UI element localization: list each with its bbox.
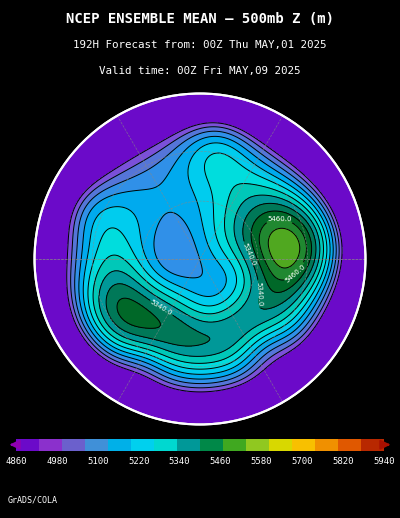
Bar — [39, 439, 62, 451]
Text: Valid time: 00Z Fri MAY,09 2025: Valid time: 00Z Fri MAY,09 2025 — [99, 66, 301, 76]
Text: 5460.0: 5460.0 — [267, 216, 292, 222]
Text: 5820: 5820 — [332, 457, 354, 466]
Text: 5340.0: 5340.0 — [242, 242, 257, 267]
Text: 5340: 5340 — [169, 457, 190, 466]
Bar — [246, 439, 269, 451]
Text: 5460: 5460 — [210, 457, 231, 466]
Text: 5940: 5940 — [373, 457, 395, 466]
Bar — [200, 439, 223, 451]
Bar — [16, 439, 39, 451]
Bar — [131, 439, 154, 451]
Bar — [154, 439, 177, 451]
Text: 5460.0: 5460.0 — [284, 263, 307, 284]
Text: 5220: 5220 — [128, 457, 150, 466]
Text: 192H Forecast from: 00Z Thu MAY,01 2025: 192H Forecast from: 00Z Thu MAY,01 2025 — [73, 40, 327, 50]
Text: 5700: 5700 — [292, 457, 313, 466]
Text: 4860: 4860 — [5, 457, 27, 466]
Bar — [338, 439, 361, 451]
Text: GrADS/COLA: GrADS/COLA — [8, 495, 58, 505]
Bar — [361, 439, 384, 451]
Text: 5100: 5100 — [87, 457, 108, 466]
Bar — [62, 439, 85, 451]
Text: 5340.0: 5340.0 — [149, 299, 173, 316]
Text: NCEP ENSEMBLE MEAN – 500mb Z (m): NCEP ENSEMBLE MEAN – 500mb Z (m) — [66, 12, 334, 26]
Bar — [108, 439, 131, 451]
Bar — [292, 439, 315, 451]
Bar — [85, 439, 108, 451]
Text: 5580: 5580 — [250, 457, 272, 466]
Text: 5340.0: 5340.0 — [256, 281, 263, 306]
Bar — [269, 439, 292, 451]
Bar — [177, 439, 200, 451]
Text: 4980: 4980 — [46, 457, 68, 466]
Bar — [223, 439, 246, 451]
Bar — [315, 439, 338, 451]
